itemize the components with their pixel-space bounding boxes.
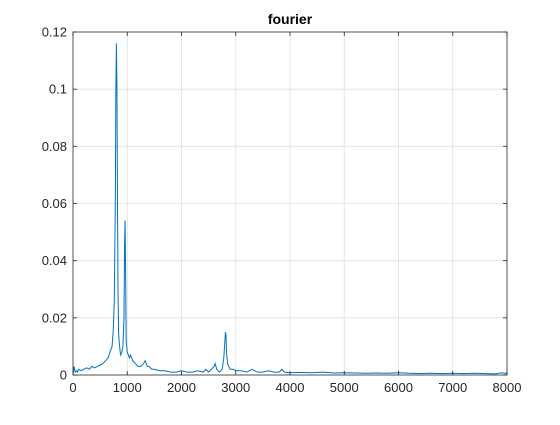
x-tick-label: 1000 — [113, 380, 142, 395]
tick-marks — [72, 31, 508, 376]
y-tick-label: 0.1 — [49, 82, 67, 97]
x-tick-label: 3000 — [221, 380, 250, 395]
x-tick-label: 0 — [69, 380, 76, 395]
x-tick-labels: 0 1000 2000 3000 4000 5000 6000 7000 8000 — [69, 380, 521, 395]
spectrum-line — [72, 43, 508, 375]
x-tick-label: 5000 — [330, 380, 359, 395]
x-tick-label: 6000 — [384, 380, 413, 395]
y-tick-label: 0.08 — [42, 139, 67, 154]
x-tick-label: 8000 — [493, 380, 522, 395]
y-tick-labels: 0 0.02 0.04 0.06 0.08 0.1 0.12 — [42, 25, 67, 383]
x-tick-label: 7000 — [438, 380, 467, 395]
grid-lines — [73, 32, 507, 375]
x-tick-label: 4000 — [276, 380, 305, 395]
y-tick-label: 0.02 — [42, 310, 67, 325]
y-tick-label: 0.12 — [42, 25, 67, 40]
chart-title: fourier — [268, 11, 313, 27]
y-tick-label: 0 — [60, 368, 67, 383]
y-tick-label: 0.06 — [42, 196, 67, 211]
x-tick-label: 2000 — [167, 380, 196, 395]
y-tick-label: 0.04 — [42, 253, 67, 268]
